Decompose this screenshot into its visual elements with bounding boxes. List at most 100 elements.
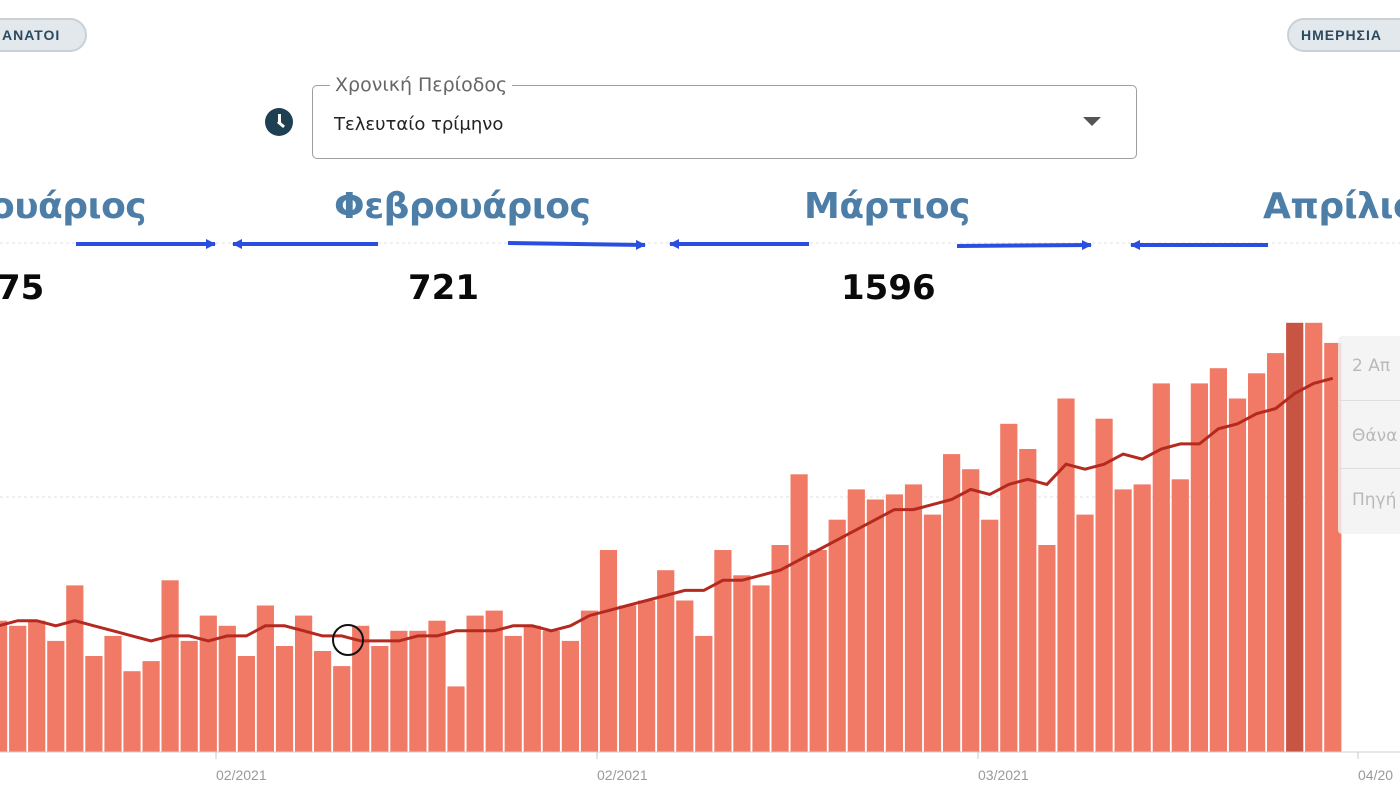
bar[interactable] xyxy=(1267,353,1285,752)
bar[interactable] xyxy=(599,550,618,752)
month-total-january: 75 xyxy=(0,268,45,308)
bar[interactable] xyxy=(123,671,141,752)
x-tick-label: 03/2021 xyxy=(978,767,1029,783)
bar[interactable] xyxy=(1076,514,1094,752)
bar[interactable] xyxy=(142,661,160,752)
bar[interactable] xyxy=(1228,398,1247,753)
bar[interactable] xyxy=(504,635,522,752)
x-tick-label: 04/20 xyxy=(1358,767,1393,783)
bar[interactable] xyxy=(733,575,751,753)
bar[interactable] xyxy=(466,615,484,752)
bar[interactable] xyxy=(962,469,980,752)
bar[interactable] xyxy=(333,666,351,752)
bar[interactable] xyxy=(447,686,465,752)
bar[interactable] xyxy=(428,620,446,752)
tooltip-series: Θάνα xyxy=(1352,426,1398,446)
bar[interactable] xyxy=(790,474,808,753)
filter-chip-label: ΑΝΑΤΟΙ xyxy=(2,27,61,43)
month-label-february: Φεβρουάριος xyxy=(334,186,591,227)
bar[interactable] xyxy=(0,620,8,752)
hover-marker xyxy=(332,624,364,656)
bar[interactable] xyxy=(904,484,923,752)
bar[interactable] xyxy=(1171,479,1189,752)
bar[interactable] xyxy=(104,635,122,752)
bar[interactable] xyxy=(28,620,46,752)
bar[interactable] xyxy=(218,625,236,753)
bar[interactable] xyxy=(199,615,217,752)
month-total-february: 721 xyxy=(408,268,479,308)
bar[interactable] xyxy=(1152,383,1170,752)
bar[interactable] xyxy=(714,550,732,752)
x-tick-label: 02/2021 xyxy=(216,767,267,783)
bar[interactable] xyxy=(1038,545,1056,752)
month-label-january: ουάριος xyxy=(0,186,147,227)
month-label-april: Απρίλιος xyxy=(1263,186,1400,227)
tooltip-date: 2 Απ xyxy=(1352,356,1391,376)
moving-average-line xyxy=(0,376,1334,643)
bar[interactable] xyxy=(923,514,942,752)
bar[interactable] xyxy=(943,454,961,752)
filter-chip-daily[interactable]: ΗΜΕΡΗΣΙΑ xyxy=(1287,18,1400,52)
bar[interactable] xyxy=(1190,383,1208,752)
bar[interactable] xyxy=(161,580,179,752)
period-select-value[interactable]: Τελευταίο τρίμηνο xyxy=(334,114,504,135)
bar[interactable] xyxy=(237,656,255,752)
bar[interactable] xyxy=(1286,322,1304,753)
period-select-legend: Χρονική Περίοδος xyxy=(330,74,513,96)
bar[interactable] xyxy=(352,625,370,753)
bar[interactable] xyxy=(523,625,541,753)
arrow-icon xyxy=(956,240,1092,251)
tooltip: 2 Απ Θάνα Πηγή xyxy=(1338,336,1400,534)
clock-icon xyxy=(265,108,293,136)
bar[interactable] xyxy=(295,615,313,752)
bar[interactable] xyxy=(47,640,65,752)
bar[interactable] xyxy=(771,545,789,752)
bar[interactable] xyxy=(485,610,503,752)
bar[interactable] xyxy=(619,605,637,752)
tooltip-divider xyxy=(1338,468,1400,469)
bar[interactable] xyxy=(1133,484,1151,752)
bar[interactable] xyxy=(1248,373,1266,753)
bar[interactable] xyxy=(66,585,84,753)
bar[interactable] xyxy=(85,656,103,752)
month-total-march: 1596 xyxy=(841,268,936,308)
bar[interactable] xyxy=(390,630,408,752)
chevron-down-icon[interactable] xyxy=(1083,117,1101,126)
bar[interactable] xyxy=(885,494,903,752)
bar[interactable] xyxy=(1019,449,1037,752)
filter-chip-deaths[interactable]: ΑΝΑΤΟΙ xyxy=(0,18,87,52)
bar[interactable] xyxy=(9,625,27,753)
bar[interactable] xyxy=(1000,423,1018,753)
arrow-icon xyxy=(507,239,646,250)
bar[interactable] xyxy=(657,570,675,752)
bar[interactable] xyxy=(866,499,884,753)
bar[interactable] xyxy=(180,640,198,752)
bar[interactable] xyxy=(409,630,427,752)
bar[interactable] xyxy=(542,630,560,752)
bar[interactable] xyxy=(1114,489,1132,752)
filter-chip-label: ΗΜΕΡΗΣΙΑ xyxy=(1301,27,1382,43)
bar[interactable] xyxy=(695,635,713,752)
tooltip-source: Πηγή xyxy=(1352,490,1397,510)
tooltip-divider xyxy=(1338,400,1400,401)
bar[interactable] xyxy=(580,610,599,752)
bar[interactable] xyxy=(676,600,694,753)
period-select[interactable] xyxy=(312,85,1137,159)
bar[interactable] xyxy=(809,550,827,752)
bar[interactable] xyxy=(314,651,332,752)
bar[interactable] xyxy=(1057,398,1075,753)
bar[interactable] xyxy=(981,519,999,752)
bar[interactable] xyxy=(1209,368,1227,752)
bar[interactable] xyxy=(1324,342,1342,752)
bar[interactable] xyxy=(638,600,656,753)
bar[interactable] xyxy=(847,489,865,752)
bar[interactable] xyxy=(371,646,389,752)
bar[interactable] xyxy=(1305,322,1323,753)
bar[interactable] xyxy=(256,605,274,752)
bar[interactable] xyxy=(275,646,294,752)
bar[interactable] xyxy=(752,585,770,753)
bar[interactable] xyxy=(1095,418,1113,752)
bar[interactable] xyxy=(561,640,579,752)
bar[interactable] xyxy=(828,519,846,752)
